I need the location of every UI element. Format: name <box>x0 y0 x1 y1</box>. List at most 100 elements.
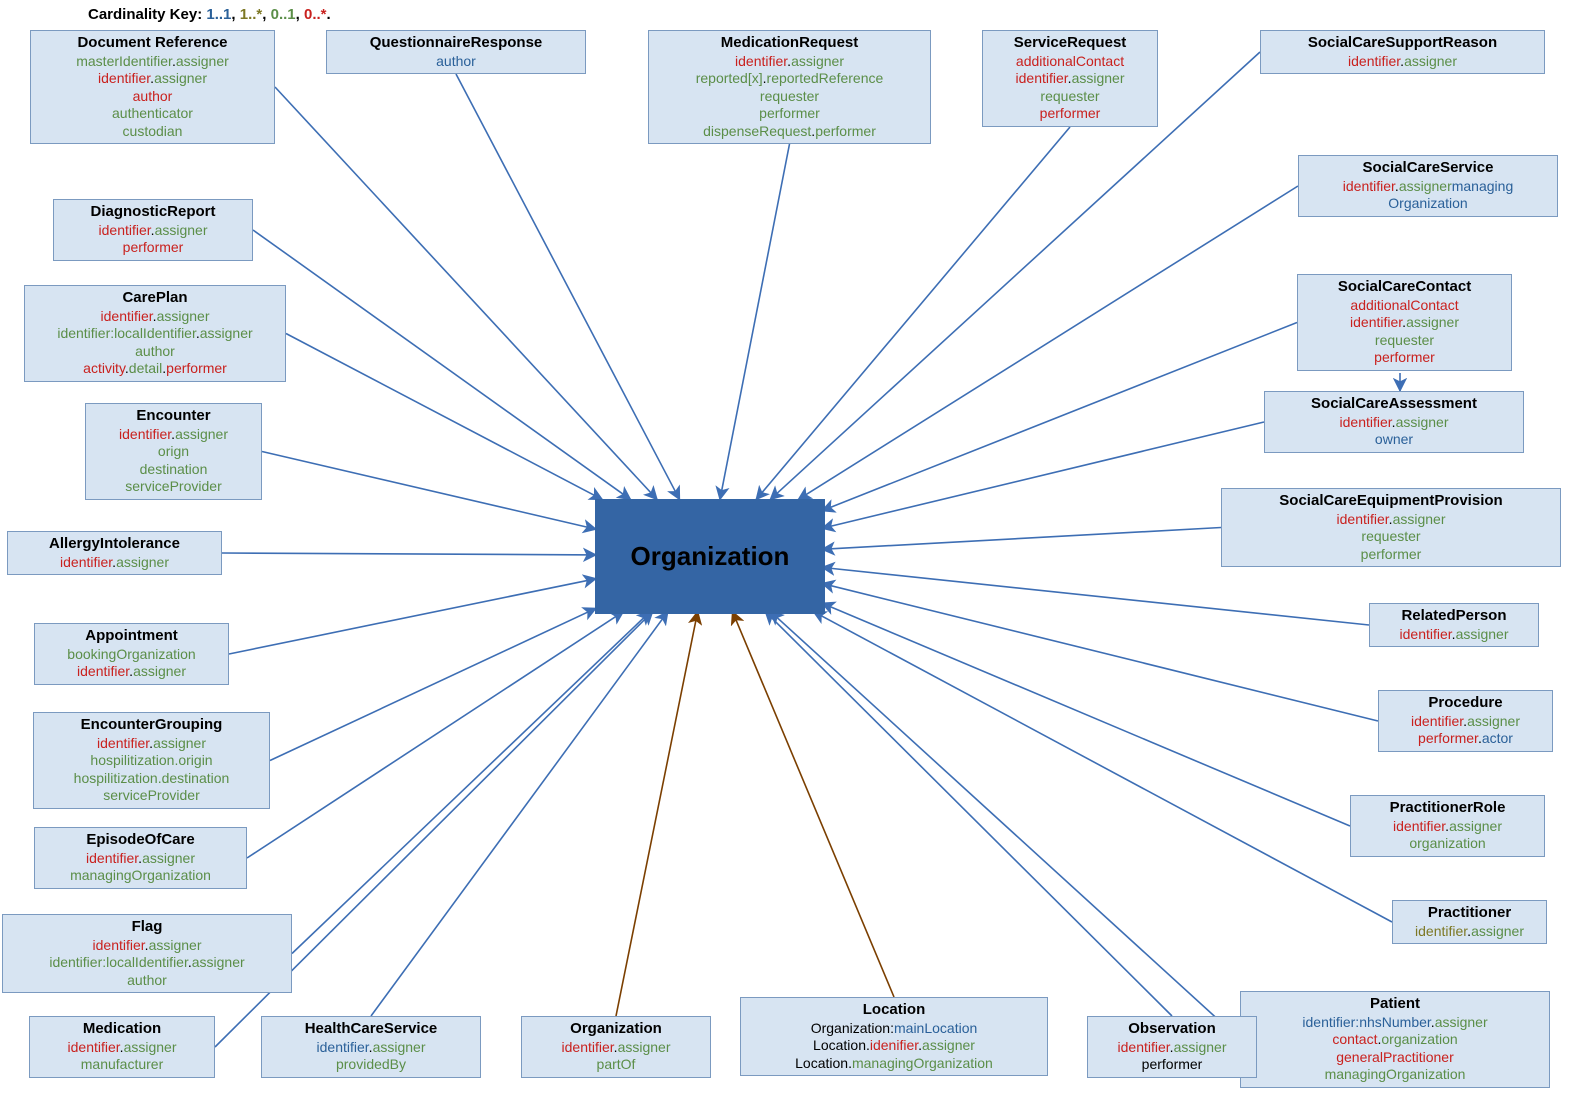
node-row: identifier.assigner <box>1094 1039 1250 1057</box>
node-title: Location <box>747 1001 1041 1020</box>
node-row: performer <box>1094 1056 1250 1074</box>
node-hcs: HealthCareServiceidentifier.assignerprov… <box>261 1016 481 1078</box>
node-row: performer <box>1304 349 1505 367</box>
node-row: Location.managingOrganization <box>747 1055 1041 1073</box>
node-row: identifier.assigner <box>1271 414 1517 432</box>
node-sca: SocialCareAssessmentidentifier.assignero… <box>1264 391 1524 453</box>
node-row: Location.idenifier.assigner <box>747 1037 1041 1055</box>
node-relp: RelatedPersonidentifier.assigner <box>1369 603 1539 647</box>
node-row: identifier.assigner <box>41 663 222 681</box>
node-title: Medication <box>36 1020 208 1039</box>
node-patient: Patientidentifier:nhsNumber.assignercont… <box>1240 991 1550 1088</box>
node-flag: Flagidentifier.assigneridentifier:localI… <box>2 914 292 993</box>
node-scc: SocialCareContactadditionalContactidenti… <box>1297 274 1512 371</box>
node-prrole: PractitionerRoleidentifier.assignerorgan… <box>1350 795 1545 857</box>
node-row: identifier.assigner <box>41 850 240 868</box>
node-row: identifier.assigner <box>36 1039 208 1057</box>
node-row: author <box>333 53 579 71</box>
node-row: orign <box>92 443 255 461</box>
node-title: RelatedPerson <box>1376 607 1532 626</box>
node-title: QuestionnaireResponse <box>333 34 579 53</box>
node-title: EpisodeOfCare <box>41 831 240 850</box>
node-row: performer <box>655 105 924 123</box>
node-row: performer <box>989 105 1151 123</box>
node-row: requester <box>1304 332 1505 350</box>
node-title: Encounter <box>92 407 255 426</box>
node-row: identifier.assigner <box>1228 511 1554 529</box>
node-medreq: MedicationRequestidentifier.assignerrepo… <box>648 30 931 144</box>
node-row: additionalContact <box>1304 297 1505 315</box>
node-org2: Organizationidentifier.assignerpartOf <box>521 1016 711 1078</box>
node-row: identifier.assigner <box>1267 53 1538 71</box>
node-row: managingOrganization <box>1247 1066 1543 1084</box>
node-row: performer <box>1228 546 1554 564</box>
node-appt: AppointmentbookingOrganizationidentifier… <box>34 623 229 685</box>
node-row: requester <box>1228 528 1554 546</box>
node-title: Organization <box>528 1020 704 1039</box>
node-row: Organization:mainLocation <box>747 1020 1041 1038</box>
node-enc: Encounteridentifier.assignerorigndestina… <box>85 403 262 500</box>
cardinality-key: Cardinality Key: 1..1, 1..*, 0..1, 0..*. <box>88 6 331 23</box>
node-obs: Observationidentifier.assignerperformer <box>1087 1016 1257 1078</box>
node-loc: LocationOrganization:mainLocationLocatio… <box>740 997 1048 1076</box>
node-row: destination <box>92 461 255 479</box>
node-row: identifier.assigner <box>989 70 1151 88</box>
node-row: owner <box>1271 431 1517 449</box>
node-row: performer.actor <box>1385 730 1546 748</box>
node-title: CarePlan <box>31 289 279 308</box>
node-row: reported[x].reportedReference <box>655 70 924 88</box>
node-row: contact.organization <box>1247 1031 1543 1049</box>
node-row: providedBy <box>268 1056 474 1074</box>
node-title: Practitioner <box>1399 904 1540 923</box>
node-title: Flag <box>9 918 285 937</box>
node-row: author <box>31 343 279 361</box>
node-row: identifier:nhsNumber.assigner <box>1247 1014 1543 1032</box>
node-title: PractitionerRole <box>1357 799 1538 818</box>
node-row: identifier.assigner <box>31 308 279 326</box>
node-row: identifier.assigner <box>9 937 285 955</box>
node-row: requester <box>989 88 1151 106</box>
node-scsr: SocialCareSupportReasonidentifier.assign… <box>1260 30 1545 74</box>
node-row: serviceProvider <box>92 478 255 496</box>
node-row: requester <box>655 88 924 106</box>
node-row: identifier.assigner <box>14 554 215 572</box>
node-row: manufacturer <box>36 1056 208 1074</box>
node-row: identifier.assigner <box>528 1039 704 1057</box>
node-row: bookingOrganization <box>41 646 222 664</box>
node-row: managingOrganization <box>41 867 240 885</box>
node-row: author <box>9 972 285 990</box>
node-careplan: CarePlanidentifier.assigneridentifier:lo… <box>24 285 286 382</box>
node-proc: Procedureidentifier.assignerperformer.ac… <box>1378 690 1553 752</box>
node-row: custodian <box>37 123 268 141</box>
node-row: author <box>37 88 268 106</box>
node-title: AllergyIntolerance <box>14 535 215 554</box>
node-allergy: AllergyIntoleranceidentifier.assigner <box>7 531 222 575</box>
node-row: identifier.assigner <box>1399 923 1540 941</box>
node-svcreq: ServiceRequestadditionalContactidentifie… <box>982 30 1158 127</box>
node-row: identifier.assigner <box>40 735 263 753</box>
node-row: identifier.assigner <box>1304 314 1505 332</box>
node-row: identifier:localIdentifier.assigner <box>9 954 285 972</box>
node-title: HealthCareService <box>268 1020 474 1039</box>
node-title: MedicationRequest <box>655 34 924 53</box>
node-row: activity.detail.performer <box>31 360 279 378</box>
node-title: SocialCareEquipmentProvision <box>1228 492 1554 511</box>
node-row: identifier.assigner <box>1357 818 1538 836</box>
node-row: identifier.assignermanaging <box>1305 178 1551 196</box>
central-organization: Organization <box>595 499 825 614</box>
node-row: masterIdentifier.assigner <box>37 53 268 71</box>
node-row: identifier.assigner <box>1385 713 1546 731</box>
node-title: SocialCareService <box>1305 159 1551 178</box>
node-title: DiagnosticReport <box>60 203 246 222</box>
node-encgrp: EncounterGroupingidentifier.assignerhosp… <box>33 712 270 809</box>
node-row: partOf <box>528 1056 704 1074</box>
node-row: serviceProvider <box>40 787 263 805</box>
node-row: hospilitization.destination <box>40 770 263 788</box>
node-row: identifier.assigner <box>1376 626 1532 644</box>
node-row: additionalContact <box>989 53 1151 71</box>
node-eoc: EpisodeOfCareidentifier.assignermanaging… <box>34 827 247 889</box>
node-row: identifier.assigner <box>268 1039 474 1057</box>
node-title: Patient <box>1247 995 1543 1014</box>
node-scep: SocialCareEquipmentProvisionidentifier.a… <box>1221 488 1561 567</box>
node-diag: DiagnosticReportidentifier.assignerperfo… <box>53 199 253 261</box>
